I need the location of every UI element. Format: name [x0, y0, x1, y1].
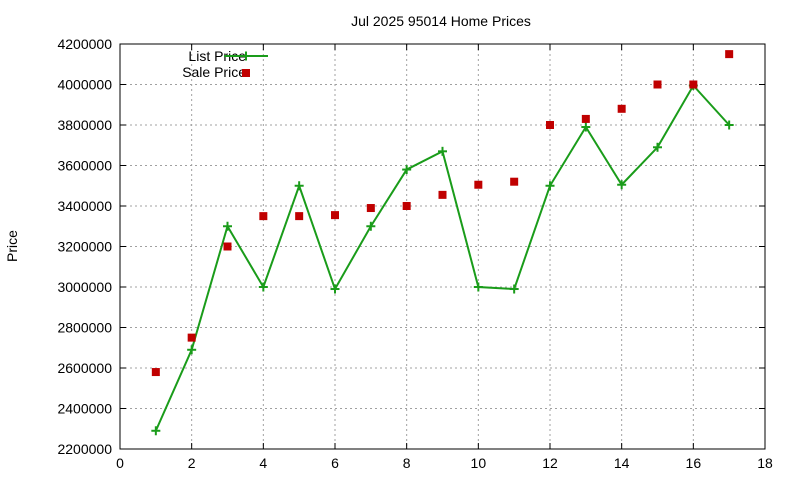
y-tick-label: 3400000 [57, 198, 112, 214]
list-price-point [581, 122, 591, 132]
x-tick-label: 12 [542, 455, 558, 471]
sale-price-point [617, 104, 626, 113]
list-price-point [294, 181, 304, 191]
sale-price-point [474, 180, 483, 189]
sale-price-point [653, 80, 662, 89]
x-tick-label: 10 [471, 455, 487, 471]
list-price-point [653, 142, 662, 152]
list-price-point [724, 120, 734, 130]
x-tick-label: 14 [614, 455, 630, 471]
sale-price-point [510, 177, 519, 186]
list-price-point [366, 221, 376, 231]
list-price-line [154, 83, 730, 432]
sale-price-point [223, 242, 232, 251]
y-tick-label: 2400000 [57, 401, 112, 417]
list-price-point [473, 282, 483, 292]
y-tick-label: 4000000 [57, 77, 112, 93]
x-tick-label: 2 [188, 455, 196, 471]
plot-frame [119, 43, 766, 450]
sale-price-point [366, 204, 375, 213]
list-price-point [509, 284, 519, 294]
x-tick-label: 8 [403, 455, 411, 471]
sale-price-point [187, 333, 196, 342]
sale-price-point [546, 121, 554, 129]
sale-price-point [725, 50, 734, 59]
series-sale-price [151, 50, 734, 377]
list-price-point [223, 221, 232, 231]
y-tick-label: 3000000 [57, 279, 112, 295]
y-tick-label: 2800000 [57, 320, 112, 336]
sale-price-point [259, 212, 268, 221]
y-tick-label: 3600000 [57, 158, 112, 174]
sale-price-point [402, 202, 411, 210]
y-axis-label: Price [4, 230, 20, 262]
x-tick-label: 6 [331, 455, 339, 471]
chart-title: Jul 2025 95014 Home Prices [351, 13, 531, 29]
y-tick-label: 3800000 [57, 117, 112, 133]
list-price-point [438, 146, 447, 156]
axes: 0 2 4 6 8 10 12 14 16 18 2200000 2400000 2600000 2800… [57, 36, 773, 471]
list-price-point [617, 180, 627, 190]
y-tick-label: 2600000 [57, 360, 112, 376]
sale-price-point [331, 211, 339, 220]
list-price-point [545, 181, 555, 191]
x-tick-label: 18 [757, 455, 773, 471]
x-tick-label: 4 [259, 455, 267, 471]
legend-label-sale-price: Sale Price [182, 64, 246, 80]
list-price-point [151, 426, 161, 436]
y-tick-label: 3200000 [57, 239, 112, 255]
sale-price-point [151, 368, 160, 377]
legend-marker-list-price [241, 51, 251, 61]
y-tick-label: 2200000 [57, 441, 112, 457]
sale-price-point [438, 190, 447, 199]
list-price-point [258, 282, 268, 292]
list-price-point [402, 165, 412, 175]
sale-price-point [689, 80, 698, 89]
x-tick-label: 16 [686, 455, 702, 471]
x-tick-label: 0 [116, 455, 124, 471]
series-area [151, 50, 734, 436]
list-price-point [187, 345, 197, 355]
series-list-price [151, 81, 734, 436]
y-tick-label: 4200000 [57, 36, 112, 52]
sale-price-point [581, 114, 590, 123]
list-price-point [330, 284, 340, 294]
legend-label-list-price: List Price [188, 48, 246, 64]
legend-marker-sale-price [242, 69, 250, 77]
grid-lines [120, 44, 765, 449]
sale-price-point [295, 212, 304, 221]
